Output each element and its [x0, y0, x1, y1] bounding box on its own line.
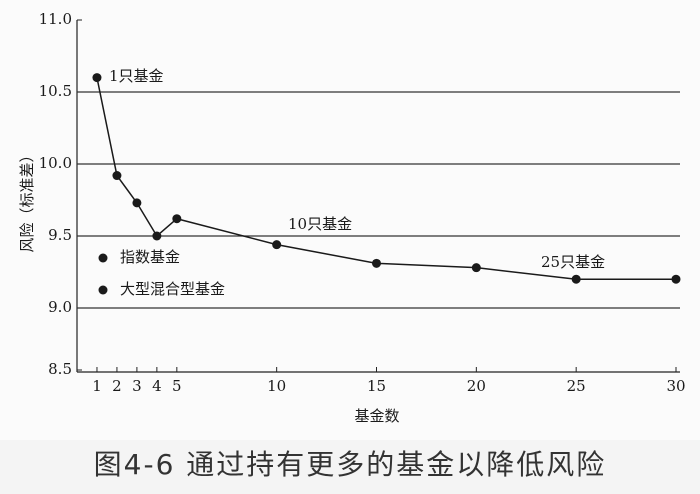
point	[172, 214, 182, 224]
y-tick-label: 10.5	[39, 82, 72, 100]
point	[132, 198, 142, 208]
y-tick-label: 9.5	[48, 226, 72, 244]
x-tick-label: 20	[467, 377, 486, 395]
legend-marker	[98, 285, 108, 295]
point	[372, 258, 381, 268]
x-tick-label: 15	[367, 377, 386, 395]
annotation: 1只基金	[109, 67, 164, 85]
y-axis-label: 风险（标准差）	[18, 147, 36, 252]
point	[272, 240, 282, 250]
x-tick-label: 4	[152, 377, 162, 395]
line	[96, 77, 676, 280]
y-tick-label: 9.0	[48, 298, 72, 316]
point	[671, 274, 681, 284]
x-tick-label: 1	[92, 377, 102, 395]
x-tick-label: 2	[112, 377, 122, 395]
x-tick-label: 30	[666, 377, 685, 395]
point	[571, 274, 581, 284]
y-tick-label: 10.0	[39, 154, 72, 172]
x-tick-label: 10	[267, 377, 286, 395]
legend-marker	[98, 253, 108, 263]
y-tick-label: 11.0	[39, 10, 72, 28]
point	[92, 73, 102, 83]
point	[112, 171, 122, 181]
chart-title: 图4-6 通过持有更多的基金以降低风险	[94, 448, 607, 481]
y-tick-label: 8.5	[48, 360, 72, 378]
annotation: 10只基金	[288, 215, 352, 233]
x-tick-label: 5	[172, 377, 182, 395]
x-tick-label: 25	[567, 377, 586, 395]
legend-label: 大型混合型基金	[120, 280, 225, 298]
point	[471, 263, 481, 273]
point	[152, 231, 162, 241]
legend-label: 指数基金	[120, 248, 180, 266]
x-axis-label: 基金数	[354, 407, 399, 425]
annotation: 25只基金	[541, 253, 605, 271]
x-tick-label: 3	[132, 377, 142, 395]
chart-bg	[0, 0, 700, 440]
